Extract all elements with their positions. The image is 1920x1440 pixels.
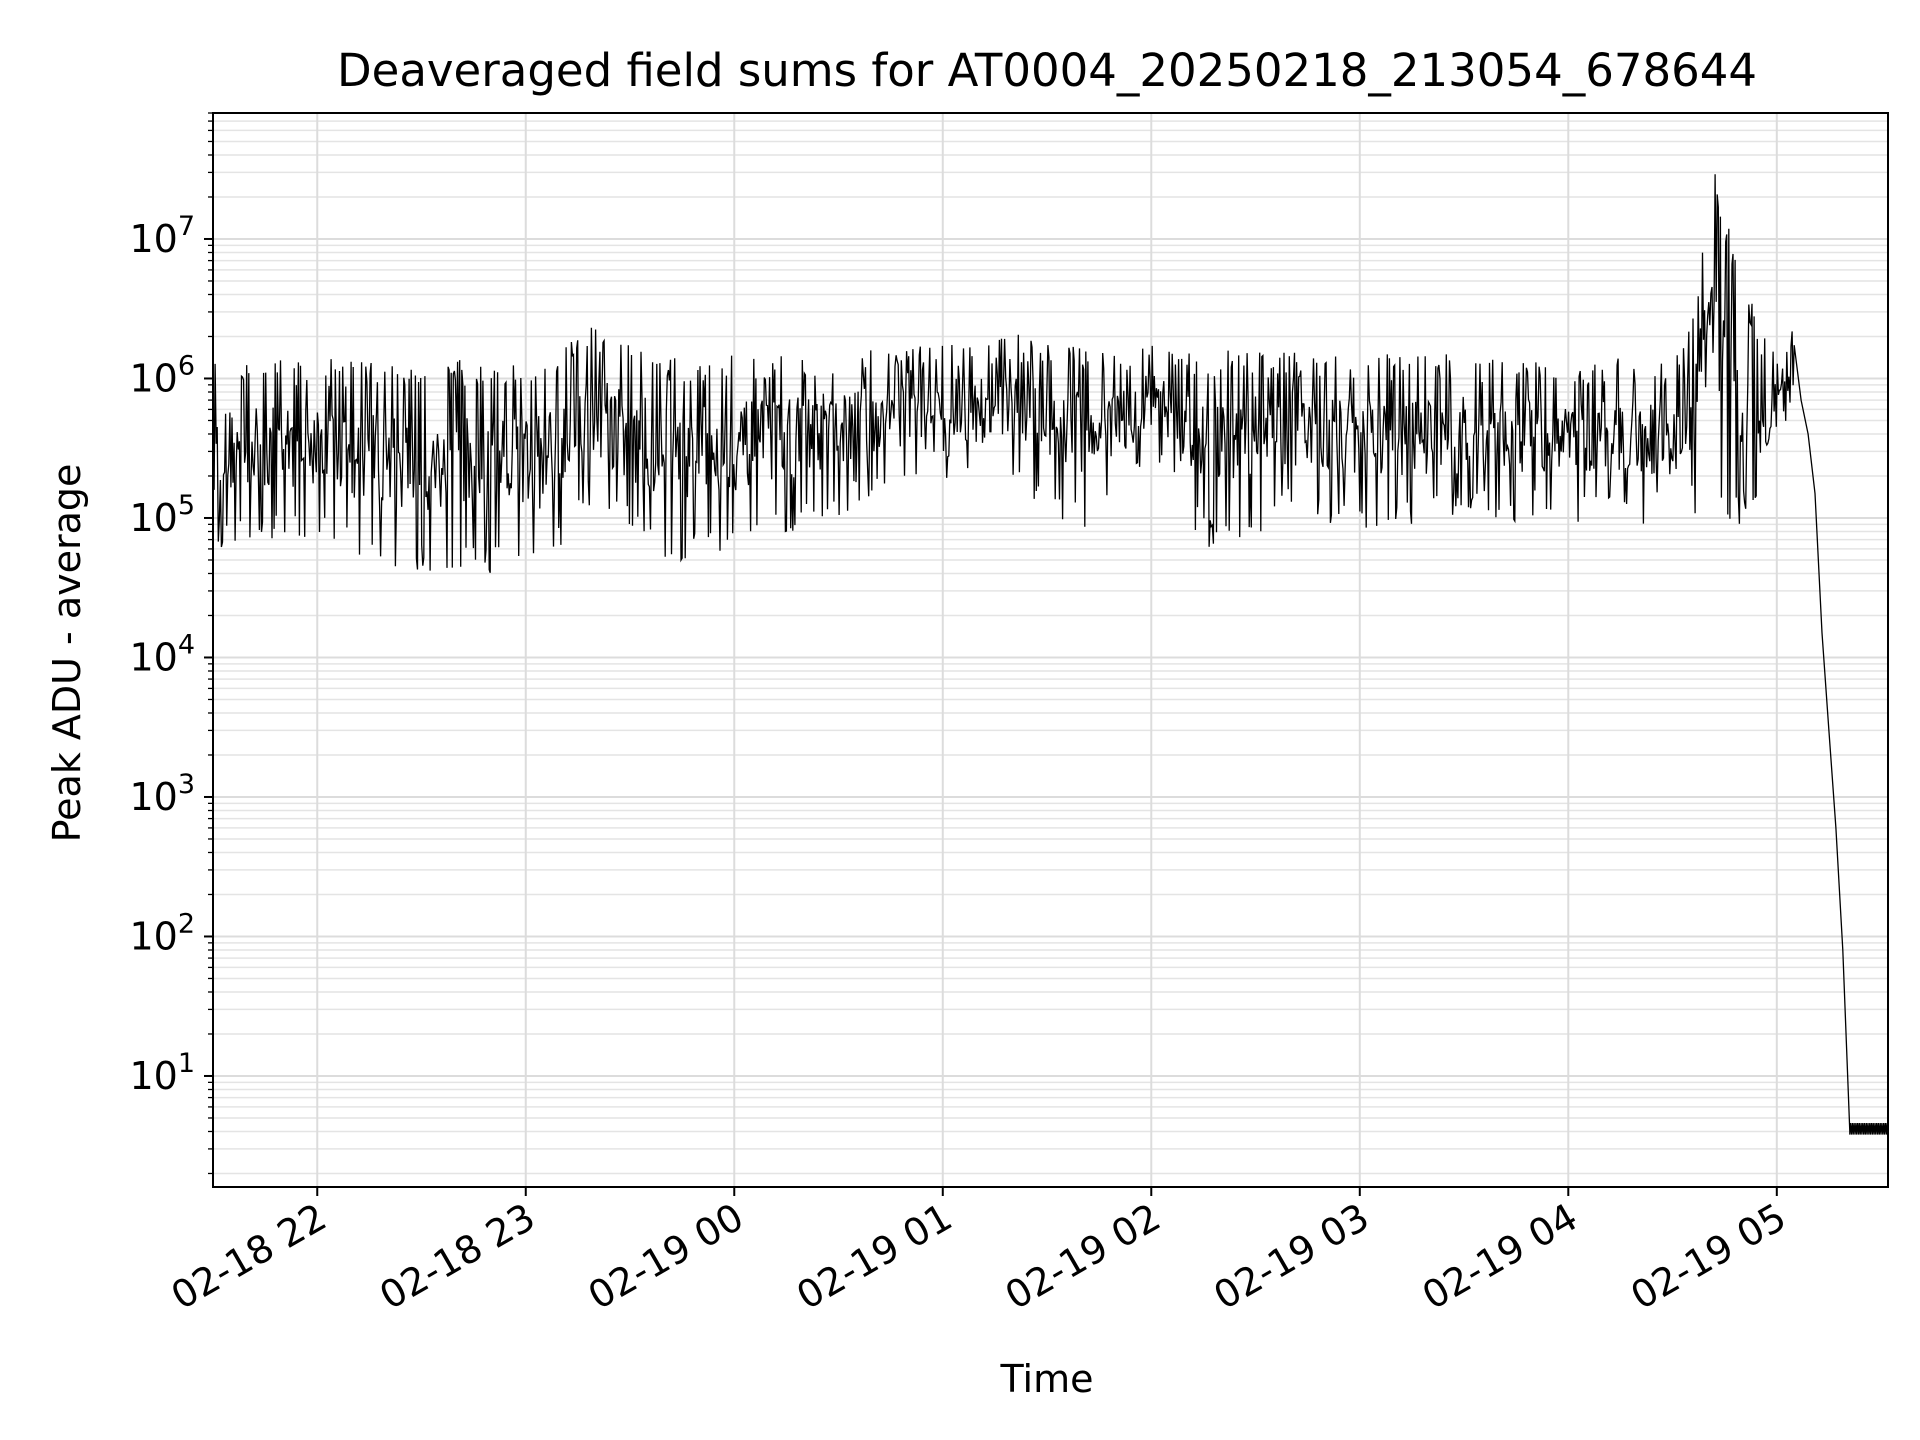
chart-title: Deaveraged field sums for AT0004_2025021… xyxy=(337,44,1757,97)
axes-frame xyxy=(212,112,1889,1188)
grid xyxy=(213,112,1888,1187)
y-tick-label: 106 xyxy=(129,350,195,400)
y-tick-label: 107 xyxy=(129,211,195,261)
y-tick-label: 105 xyxy=(129,490,195,540)
x-axis-label: Time xyxy=(1000,1357,1094,1401)
y-tick-label: 102 xyxy=(129,908,195,958)
y-tick-label: 101 xyxy=(129,1048,195,1098)
y-tick-label: 103 xyxy=(129,769,195,819)
plot-area xyxy=(212,174,1889,1135)
series-line xyxy=(212,174,1889,1135)
y-tick-label: 104 xyxy=(129,629,195,679)
y-axis-label: Peak ADU - average xyxy=(45,464,89,843)
